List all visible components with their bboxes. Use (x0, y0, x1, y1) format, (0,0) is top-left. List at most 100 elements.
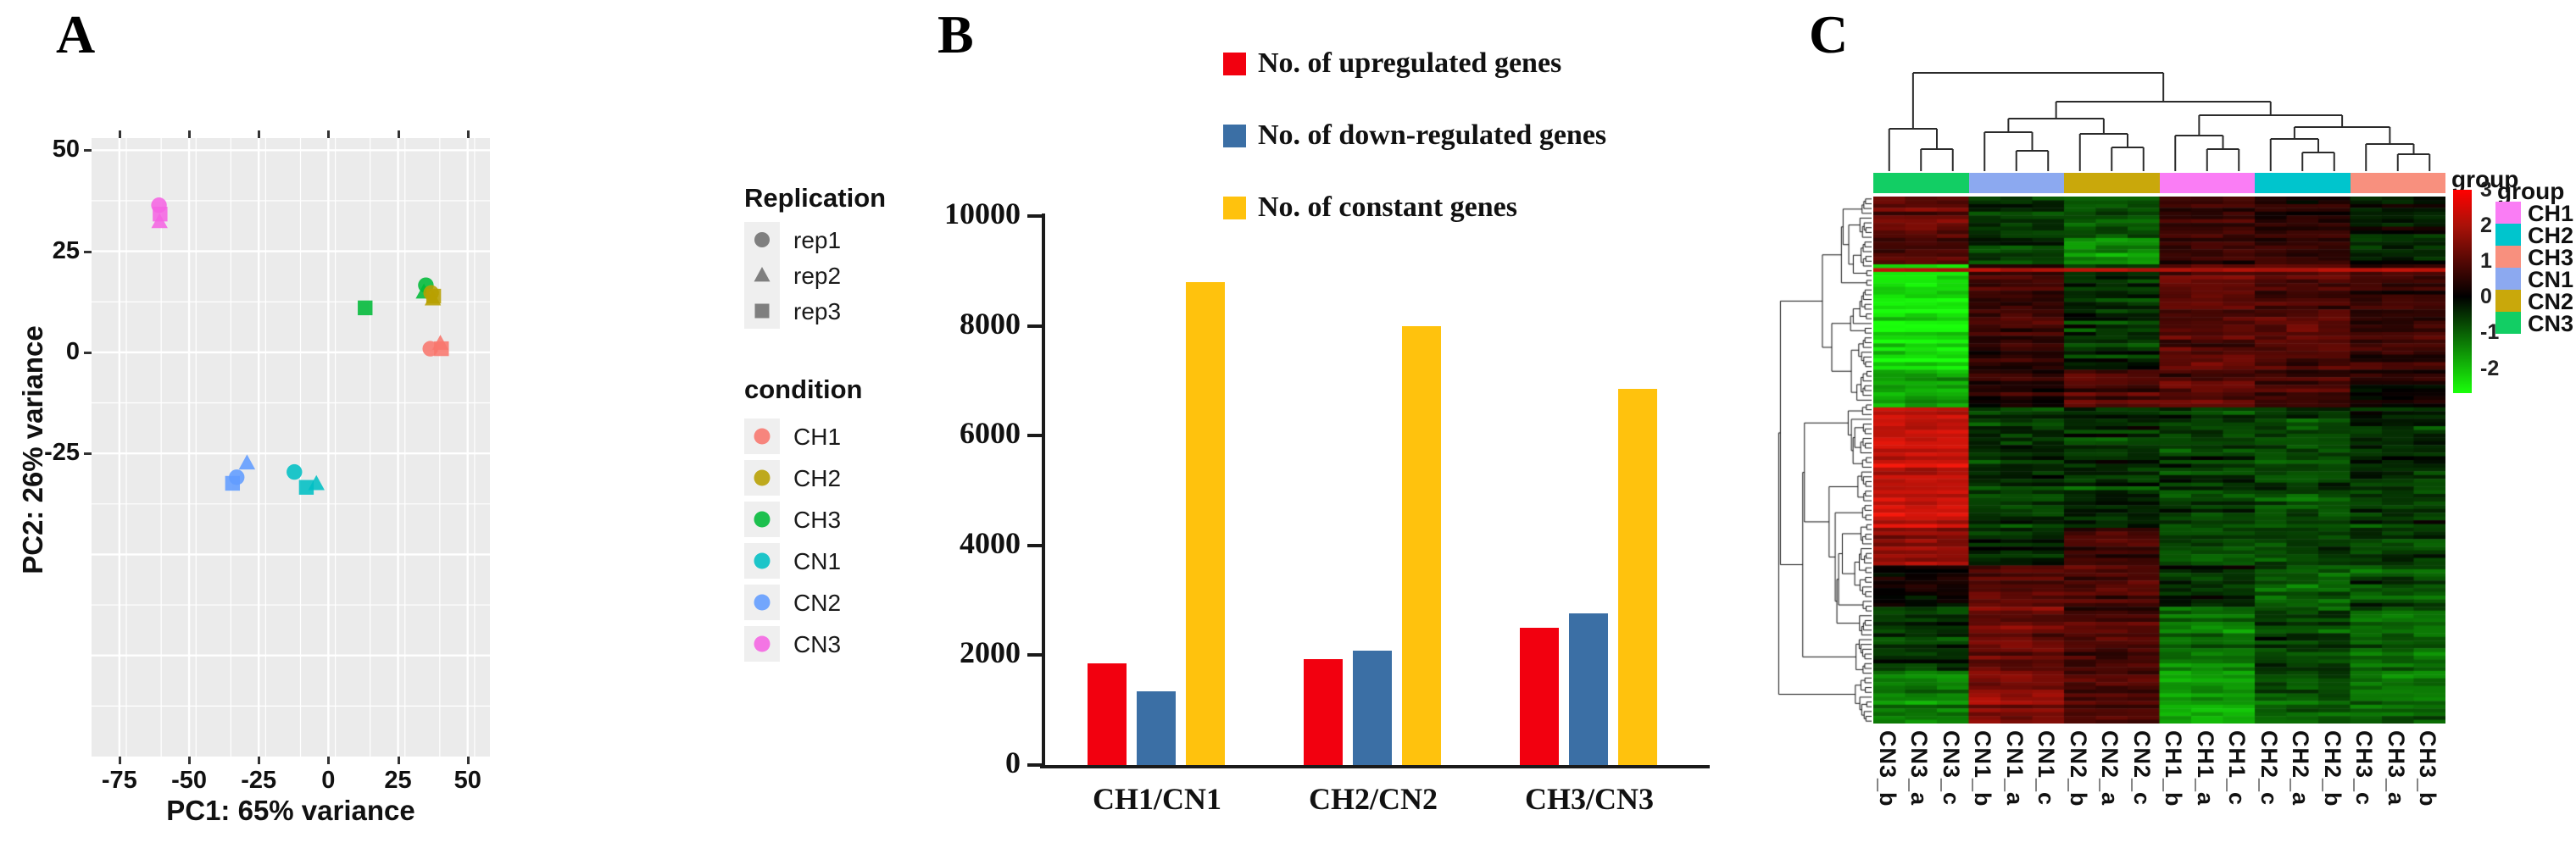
triangle-key-icon (754, 267, 771, 282)
bar-y-tick-mark (1027, 434, 1043, 438)
pca-x-tick-label: 50 (453, 767, 481, 794)
condition-legend-label: CH1 (793, 424, 842, 450)
color-scale-tick-label: 3 (2480, 178, 2492, 202)
replication-legend-label: rep2 (793, 263, 842, 289)
pca-point (754, 552, 771, 569)
pca-point (153, 206, 168, 222)
heatmap-legend-swatch (2495, 268, 2521, 290)
heatmap-column-label: CN3_b (1874, 730, 1900, 807)
bar-y-tick-mark (1027, 763, 1043, 767)
bar-upregulated-CH3-CN3 (1520, 628, 1559, 765)
color-scale-tick-label: -1 (2480, 320, 2500, 345)
pca-point (287, 463, 303, 480)
pca-x-tick-mark (118, 757, 121, 764)
pca-x-tick-label: -50 (171, 767, 207, 794)
group-annotation-cell-CH3 (2413, 173, 2445, 193)
bar-x-axis-line (1040, 765, 1710, 768)
group-annotation-cell-CN2 (2095, 173, 2128, 193)
pca-point (225, 475, 241, 491)
pca-y-tick-mark (84, 351, 92, 354)
pca-point (308, 474, 325, 491)
group-annotation-cell-CN1 (2032, 173, 2064, 193)
condition-key-icon (754, 469, 771, 486)
panel-a-label: A (56, 4, 96, 64)
bar-legend-label: No. of down-regulated genes (1258, 119, 1607, 151)
pca-point (298, 480, 314, 495)
pca-point (754, 232, 770, 247)
bar-upregulated-CH2-CN2 (1304, 658, 1343, 765)
pca-point (426, 288, 442, 304)
pca-x-tick-label: 0 (321, 767, 336, 794)
pca-x-tick-mark (258, 130, 261, 138)
color-scale-tick-label: 2 (2480, 213, 2492, 238)
row-dendrogram (1765, 197, 1872, 724)
pca-point (754, 635, 771, 652)
heatmap-matrix (1873, 197, 2445, 724)
pca-y-tick-label: -25 (44, 439, 80, 467)
pca-point (358, 300, 373, 316)
pca-point (754, 428, 771, 445)
bar-constant-CH1-CN1 (1186, 281, 1225, 765)
heatmap-column-label: CN3_a (1906, 730, 1933, 807)
heatmap-legend-title: group (2497, 178, 2565, 204)
heatmap-column-label: CH2_c (2256, 730, 2282, 807)
pca-x-axis-title: PC1: 65% variance (166, 795, 415, 826)
heatmap-legend-swatch (2495, 246, 2521, 268)
bar-y-tick-label: 8000 (960, 306, 1021, 341)
pca-y-tick-mark (84, 149, 92, 152)
group-annotation-cell-CH1 (2159, 173, 2191, 193)
pca-point (238, 454, 256, 470)
heatmap-legend-label: CN3 (2528, 311, 2574, 336)
bar-legend-swatch (1223, 197, 1246, 219)
heatmap-column-label: CH2_a (2288, 730, 2314, 807)
condition-legend-label: CH2 (793, 465, 842, 491)
group-annotation-cell-CH2 (2286, 173, 2318, 193)
pca-x-tick-label: 25 (384, 767, 412, 794)
heatmap-column-label: CN1_a (2001, 730, 2028, 807)
pca-x-tick-mark (258, 757, 261, 764)
condition-key-icon (754, 594, 771, 611)
heatmap-column-label: CN1_c (2034, 730, 2060, 807)
bar-legend-label: No. of constant genes (1258, 191, 1517, 223)
replication-legend-label: rep3 (793, 298, 842, 324)
condition-key-icon (754, 552, 771, 569)
pca-x-tick-mark (466, 757, 470, 764)
square-key-icon (754, 303, 770, 319)
bar-y-tick-label: 6000 (960, 416, 1021, 451)
heatmap-group-annotation-bar (1873, 173, 2445, 193)
bar-downregulated-CH2-CN2 (1353, 651, 1392, 765)
heatmap-column-label: CH2_b (2319, 730, 2345, 807)
bar-legend-label: No. of upregulated genes (1258, 47, 1562, 79)
pca-point (754, 303, 770, 319)
bar-y-tick-label: 0 (1005, 746, 1021, 779)
group-annotation-cell-CN3 (1937, 173, 1969, 193)
heatmap-column-label: CH3_a (2383, 730, 2409, 807)
group-annotation-cell-CN3 (1873, 173, 1906, 193)
heatmap-column-label: CN2_c (2128, 730, 2155, 807)
condition-legend-label: CN2 (793, 590, 842, 616)
group-annotation-cell-CH1 (2191, 173, 2223, 193)
heatmap-legend-label: CN2 (2528, 289, 2574, 314)
pca-y-tick-mark (84, 250, 92, 253)
pca-point (434, 341, 449, 357)
group-annotation-cell-CN2 (2128, 173, 2160, 193)
condition-key-icon (754, 635, 771, 652)
heatmap-column-label: CN1_b (1970, 730, 1996, 807)
heatmap-column-label: CH1_c (2224, 730, 2251, 807)
heatmap-column-label: CN2_b (2065, 730, 2091, 807)
bar-y-tick-mark (1027, 324, 1043, 328)
group-annotation-cell-CN1 (1968, 173, 2000, 193)
heatmap-legend-label: CN1 (2528, 267, 2574, 292)
condition-legend-title: condition (744, 374, 863, 404)
group-annotation-cell-CH2 (2255, 173, 2287, 193)
group-annotation-cell-CN3 (1905, 173, 1937, 193)
heatmap-column-label: CN3_c (1938, 730, 1964, 807)
heatmap-column-label: CH1_b (2161, 730, 2187, 807)
pca-x-tick-mark (327, 130, 331, 138)
pca-point (754, 267, 771, 282)
color-scale-tick-label: 0 (2480, 285, 2492, 309)
pca-x-tick-mark (118, 130, 121, 138)
heatmap-color-scale (2453, 190, 2472, 393)
pca-x-tick-mark (327, 757, 331, 764)
heatmap-legend-label: CH3 (2528, 245, 2574, 270)
